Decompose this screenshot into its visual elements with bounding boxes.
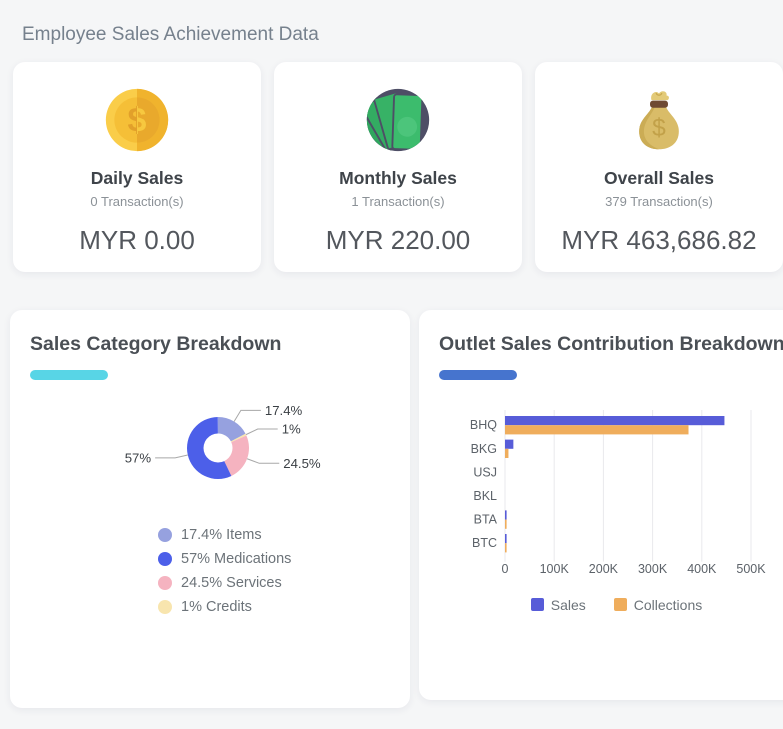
- bar-btc-sales[interactable]: [505, 533, 507, 544]
- outlet-sales-card: Outlet Sales Contribution Breakdown 0 100…: [419, 310, 783, 700]
- donut-slice-label: 57%: [125, 450, 152, 465]
- legend-label: 17.4% Items: [181, 526, 262, 543]
- y-axis-category-label: BTA: [474, 513, 498, 527]
- donut-label-line: [245, 428, 278, 435]
- sales-category-title: Sales Category Breakdown: [30, 333, 282, 355]
- bar-bta-sales[interactable]: [505, 510, 507, 520]
- bar-btc-collections[interactable]: [505, 543, 507, 553]
- legend-label: Collections: [633, 596, 703, 613]
- y-axis-category-label: BHQ: [470, 418, 497, 432]
- legend-color-square: [530, 598, 544, 612]
- page-title: Employee Sales Achievement Data: [22, 24, 319, 45]
- donut-legend-item[interactable]: 17.4% Items: [158, 527, 390, 543]
- monthly-sales-transactions: 1 Transaction(s): [351, 194, 445, 209]
- donut-label-line: [155, 454, 188, 459]
- svg-text:$: $: [128, 101, 147, 139]
- bar-bta-collections[interactable]: [505, 519, 507, 529]
- donut-slice-medications[interactable]: [187, 416, 232, 479]
- bar-legend-item[interactable]: Collections: [613, 596, 703, 613]
- title-accent-bar-blue: [439, 369, 517, 380]
- overall-sales-title: Overall Sales: [604, 168, 714, 188]
- x-axis-tick-label: 500K: [736, 562, 766, 576]
- legend-label: Sales: [550, 596, 586, 613]
- donut-chart: 17.4% 1% 24.5% 57%: [30, 396, 390, 513]
- donut-label-line: [233, 409, 261, 422]
- x-axis-tick-label: 0: [502, 562, 509, 576]
- donut-slice-label: 1%: [282, 421, 301, 436]
- y-axis-category-label: USJ: [473, 465, 497, 479]
- bar-legend-item[interactable]: Sales: [530, 596, 586, 613]
- donut-legend-item[interactable]: 1% Credits: [158, 599, 390, 615]
- x-axis-tick-label: 300K: [638, 562, 668, 576]
- bar-bhq-collections[interactable]: [505, 425, 689, 435]
- bar-bkg-sales[interactable]: [505, 439, 514, 449]
- y-axis-category-label: BKL: [473, 489, 497, 503]
- donut-legend-item[interactable]: 24.5% Services: [158, 575, 390, 591]
- monthly-sales-amount: MYR 220.00: [325, 225, 471, 255]
- daily-sales-card: $ $ Daily Sales 0 Transaction(s) MYR 0.0…: [13, 62, 261, 272]
- donut-legend-item[interactable]: 57% Medications: [158, 551, 390, 567]
- sales-category-card: Sales Category Breakdown 17.4% 1% 24.5% 57%…: [10, 310, 410, 708]
- bar-bhq-sales[interactable]: [505, 415, 725, 426]
- daily-sales-transactions: 0 Transaction(s): [90, 194, 184, 209]
- coin-icon: $ $: [103, 86, 171, 154]
- svg-text:$: $: [652, 115, 666, 142]
- legend-color-dot: [158, 551, 172, 566]
- x-axis-tick-label: 100K: [540, 562, 570, 576]
- bar-bkg-collections[interactable]: [505, 448, 509, 458]
- y-axis-category-label: BKG: [471, 442, 497, 456]
- donut-slice-services[interactable]: [224, 435, 249, 476]
- legend-label: 24.5% Services: [181, 574, 282, 591]
- money-bag-icon: $: [625, 86, 693, 154]
- legend-color-dot: [158, 527, 172, 542]
- y-axis-category-label: BTC: [472, 536, 497, 550]
- banknotes-icon: [364, 86, 432, 154]
- overall-sales-card: $ Overall Sales 379 Transaction(s) MYR 4…: [535, 62, 783, 272]
- outlet-sales-title: Outlet Sales Contribution Breakdown: [439, 333, 783, 355]
- monthly-sales-card: Monthly Sales 1 Transaction(s) MYR 220.0…: [274, 62, 522, 272]
- x-axis-tick-label: 400K: [687, 562, 717, 576]
- daily-sales-amount: MYR 0.00: [79, 225, 195, 255]
- bar-legend: Sales Collections: [439, 597, 783, 613]
- donut-legend: 17.4% Items 57% Medications 24.5% Services…: [158, 527, 390, 615]
- legend-color-square: [613, 598, 627, 612]
- daily-sales-title: Daily Sales: [90, 168, 184, 188]
- donut-slice-label: 17.4%: [265, 403, 303, 418]
- title-accent-bar-cyan: [30, 369, 108, 380]
- charts-row: Sales Category Breakdown 17.4% 1% 24.5% 57%…: [10, 310, 783, 708]
- x-axis-tick-label: 200K: [589, 562, 619, 576]
- overall-sales-transactions: 379 Transaction(s): [605, 194, 713, 209]
- donut-slice-items[interactable]: [218, 416, 246, 442]
- donut-label-line: [246, 458, 280, 464]
- donut-slice-label: 24.5%: [283, 456, 321, 471]
- summary-cards-row: $ $ Daily Sales 0 Transaction(s) MYR 0.0…: [13, 62, 783, 272]
- legend-label: 1% Credits: [181, 598, 252, 615]
- donut-slice-credits[interactable]: [230, 433, 247, 443]
- legend-color-dot: [158, 575, 172, 590]
- overall-sales-amount: MYR 463,686.82: [561, 225, 757, 255]
- legend-label: 57% Medications: [181, 550, 292, 567]
- legend-color-dot: [158, 599, 172, 614]
- bar-chart: 0 100K 200K 300K 400K 500K BHQ BKG USJ BKL BTA BTC: [439, 406, 783, 583]
- svg-text:$: $: [128, 101, 147, 139]
- monthly-sales-title: Monthly Sales: [339, 168, 457, 188]
